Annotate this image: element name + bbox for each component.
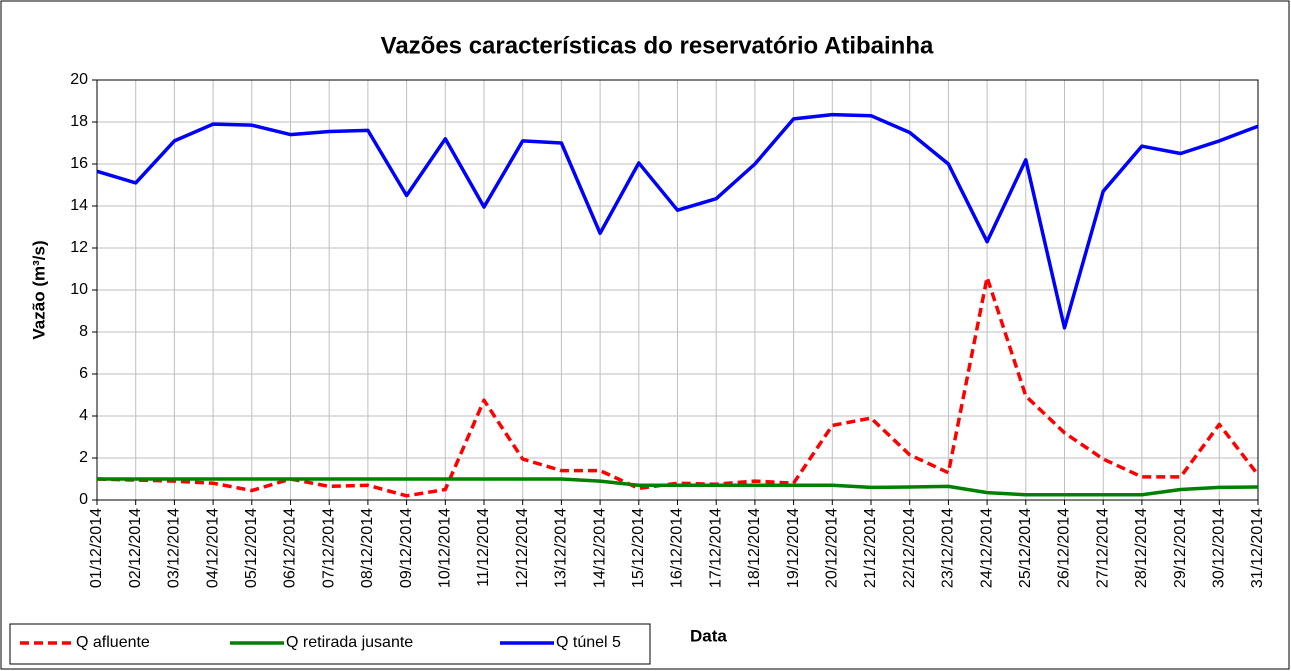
x-axis-label: Data xyxy=(690,626,727,645)
x-tick-label: 05/12/2014 xyxy=(243,508,260,588)
x-tick-label: 25/12/2014 xyxy=(1017,508,1034,588)
x-tick-label: 17/12/2014 xyxy=(707,508,724,588)
x-tick-label: 14/12/2014 xyxy=(591,508,608,588)
x-tick-label: 12/12/2014 xyxy=(514,508,531,588)
y-tick-label: 8 xyxy=(79,323,88,340)
x-tick-label: 22/12/2014 xyxy=(901,508,918,588)
x-tick-label: 21/12/2014 xyxy=(862,508,879,588)
x-tick-label: 27/12/2014 xyxy=(1094,508,1111,588)
x-tick-label: 24/12/2014 xyxy=(978,508,995,588)
x-tick-label: 04/12/2014 xyxy=(204,508,221,588)
x-tick-label: 16/12/2014 xyxy=(669,508,686,588)
y-axis-label: Vazão (m³/s) xyxy=(29,240,48,339)
y-tick-label: 10 xyxy=(70,281,88,298)
x-tick-label: 06/12/2014 xyxy=(282,508,299,588)
x-tick-label: 03/12/2014 xyxy=(166,508,183,588)
x-tick-label: 19/12/2014 xyxy=(785,508,802,588)
x-tick-label: 23/12/2014 xyxy=(940,508,957,588)
y-tick-label: 2 xyxy=(79,449,88,466)
x-tick-label: 28/12/2014 xyxy=(1133,508,1150,588)
y-tick-label: 0 xyxy=(79,491,88,508)
x-tick-label: 08/12/2014 xyxy=(359,508,376,588)
x-tick-label: 10/12/2014 xyxy=(437,508,454,588)
x-tick-label: 01/12/2014 xyxy=(88,508,105,588)
x-tick-label: 07/12/2014 xyxy=(320,508,337,588)
series-line xyxy=(96,275,1260,498)
x-tick-label: 09/12/2014 xyxy=(398,508,415,588)
x-tick-label: 26/12/2014 xyxy=(1056,508,1073,588)
series-line xyxy=(96,112,1259,330)
y-tick-label: 20 xyxy=(70,71,88,88)
series-line xyxy=(97,477,1259,497)
y-tick-label: 18 xyxy=(70,113,88,130)
x-tick-label: 29/12/2014 xyxy=(1172,508,1189,588)
x-tick-label: 31/12/2014 xyxy=(1249,508,1266,588)
x-tick-label: 18/12/2014 xyxy=(746,508,763,588)
x-tick-label: 02/12/2014 xyxy=(127,508,144,588)
x-tick-label: 11/12/2014 xyxy=(475,508,492,587)
y-tick-label: 16 xyxy=(70,155,88,172)
chart-title: Vazões características do reservatório A… xyxy=(381,32,934,59)
x-tick-label: 20/12/2014 xyxy=(824,508,841,588)
x-tick-label: 15/12/2014 xyxy=(630,508,647,588)
legend-label: Q túnel 5 xyxy=(556,634,621,651)
y-tick-label: 6 xyxy=(79,365,88,382)
x-tick-label: 13/12/2014 xyxy=(553,508,570,588)
y-tick-label: 12 xyxy=(70,239,88,256)
legend-label: Q afluente xyxy=(76,634,150,651)
plot-frame xyxy=(96,79,1259,501)
x-tick-label: 30/12/2014 xyxy=(1211,508,1228,588)
y-tick-label: 14 xyxy=(70,197,88,214)
y-tick-label: 4 xyxy=(79,407,88,424)
legend-label: Q retirada jusante xyxy=(286,634,413,651)
